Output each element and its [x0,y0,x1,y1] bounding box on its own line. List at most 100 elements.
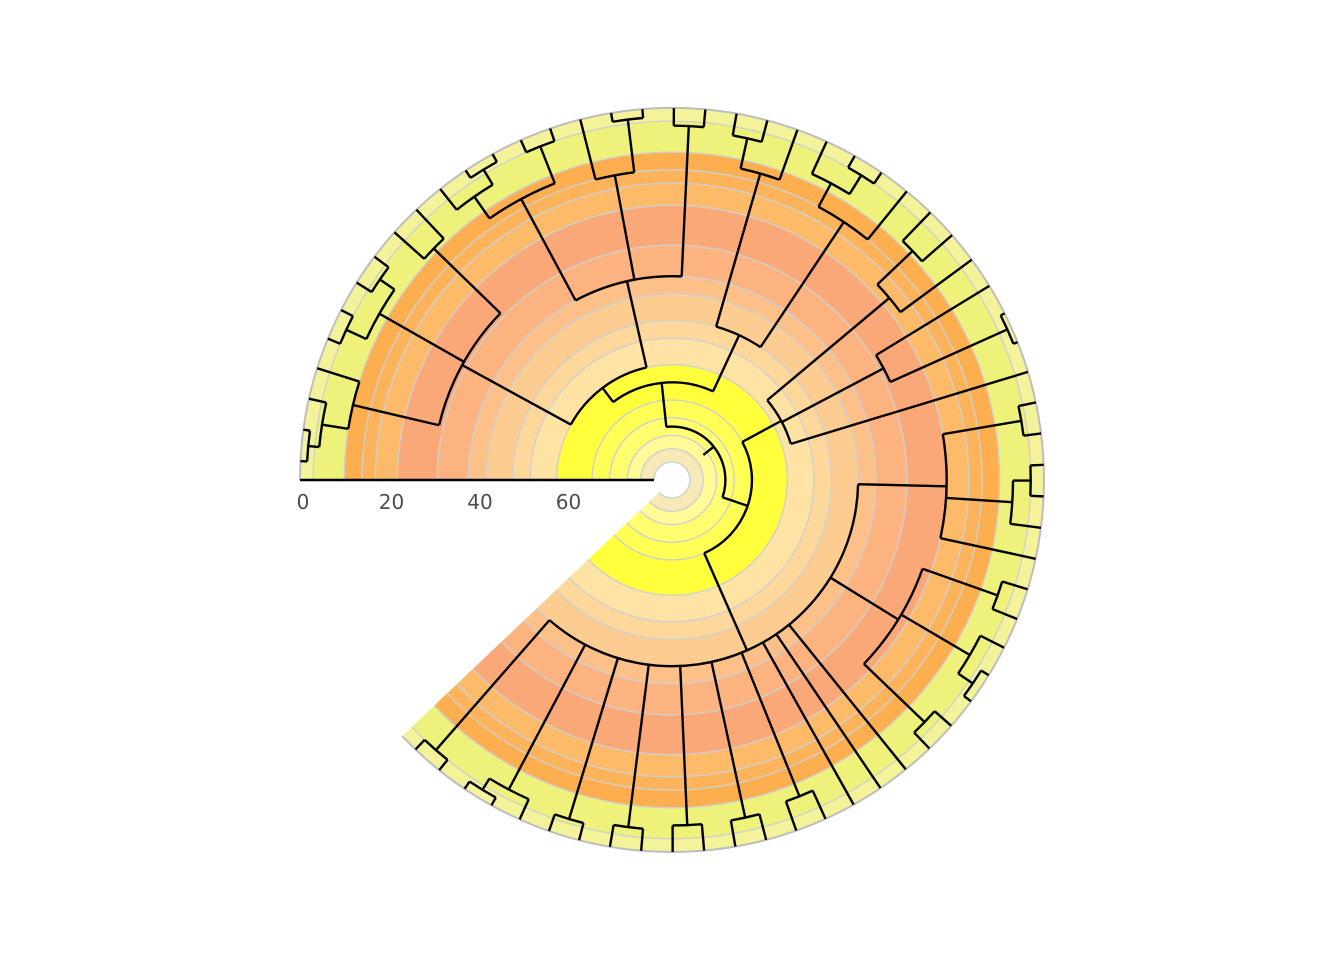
band-boundary-9 [529,337,815,623]
branch-edge-52 [625,280,648,368]
branch-edge-126 [700,824,706,851]
branch-edge-7 [321,423,349,431]
branch-edge-4 [308,444,320,449]
branch-edge-133 [547,813,556,832]
branch-edge-146 [788,624,907,771]
branch-edge-101 [945,496,1013,504]
branch-edge-98 [1010,522,1042,529]
branch-edge-94 [1030,463,1044,467]
branch-edge-78 [876,250,914,286]
branch-edge-70 [759,221,845,348]
band-boundary-13 [626,434,718,526]
branch-edge-51 [461,364,572,426]
branch-edge-111 [957,672,974,685]
branch-edge-84 [875,284,990,357]
band-boundary-15 [653,461,691,499]
branch-edge-60 [847,155,856,169]
band-boundary-8 [511,319,833,641]
branch-edge-16 [345,328,367,341]
branch-edge-141 [438,759,449,771]
branch-edge-17 [379,278,396,291]
branch-edge-105 [991,607,1018,621]
branch-arc-156 [703,441,754,555]
radial-axis: 0 20 40 60 [297,478,654,514]
branch-edge-100 [942,419,1022,436]
branch-edge-39 [641,109,645,119]
branch-edge-155 [434,619,551,751]
branch-edge-132 [577,822,585,841]
branch-edge-75 [901,211,932,242]
branch-edge-14 [373,255,390,269]
branch-edge-42 [626,119,636,173]
branch-edge-58 [778,129,799,181]
branch-edge-61 [873,171,883,185]
branch-edge-151 [679,665,689,826]
branch-edge-91 [1018,401,1037,408]
branch-edge-117 [900,613,971,657]
branch-edge-148 [761,641,855,806]
branch-edge-110 [979,634,1005,649]
branch-edge-95 [1030,494,1044,498]
tick-label-20: 20 [379,490,404,514]
branch-edge-138 [518,798,530,820]
branch-edge-30 [482,168,494,186]
branch-edge-158 [703,552,749,651]
time-band-11 [556,364,788,596]
branch-edge-121 [784,801,798,832]
tick-label-60: 60 [556,490,581,514]
branch-edge-64 [848,174,863,195]
band-boundary-3 [374,182,970,778]
branch-edge-66 [817,182,833,208]
band-boundary-6 [467,275,877,685]
branch-edge-33 [548,128,556,142]
branch-edge-139 [481,777,491,791]
band-boundaries [299,107,1045,853]
branch-edge-145 [829,576,899,621]
branch-arc-159 [666,425,727,498]
branch-edge-41 [579,119,597,180]
band-boundary-4 [396,204,948,756]
branch-edge-102 [940,537,1036,560]
branch-edge-82 [1012,341,1018,345]
branch-arc-99 [939,433,948,539]
branch-edge-118 [863,663,926,723]
time-band-15 [640,448,704,512]
branch-edge-69 [715,173,762,327]
branch-edge-113 [933,710,953,727]
branch-edge-107 [980,669,990,677]
branch-edge-38 [609,112,614,122]
branch-edge-88 [781,367,885,424]
branch-edge-73 [711,334,741,392]
branch-edge-29 [439,188,458,211]
branch-edge-104 [1001,580,1028,591]
branch-edge-35 [473,196,491,220]
branch-edge-19 [393,231,425,260]
branch-edge-87 [766,297,891,402]
branch-edge-136 [463,780,471,790]
band-boundary-2 [361,169,983,791]
branch-edge-55 [760,120,769,143]
branch-edge-23 [378,312,465,363]
root-edge [702,445,715,456]
tick-label-40: 40 [467,490,492,514]
branch-edge-67 [866,190,908,241]
branch-edge-79 [899,258,973,314]
branch-edge-89 [790,370,1029,446]
branch-edge-144 [858,483,947,488]
tree-branches [300,107,1044,853]
branch-edge-24 [432,247,502,315]
branch-edge-8 [316,367,360,383]
branch-edge-81 [1000,312,1006,317]
branch-edge-150 [710,661,747,818]
branch-edge-57 [739,138,749,169]
branch-edge-130 [608,824,615,847]
branch-edge-120 [811,790,827,820]
branch-edge-157 [741,419,782,443]
branch-edge-129 [639,828,645,851]
branch-edge-149 [740,652,801,797]
branch-edge-26 [464,169,472,179]
branch-edge-76 [921,234,953,263]
branch-edge-47 [520,198,577,301]
branch-edge-161 [722,496,749,508]
